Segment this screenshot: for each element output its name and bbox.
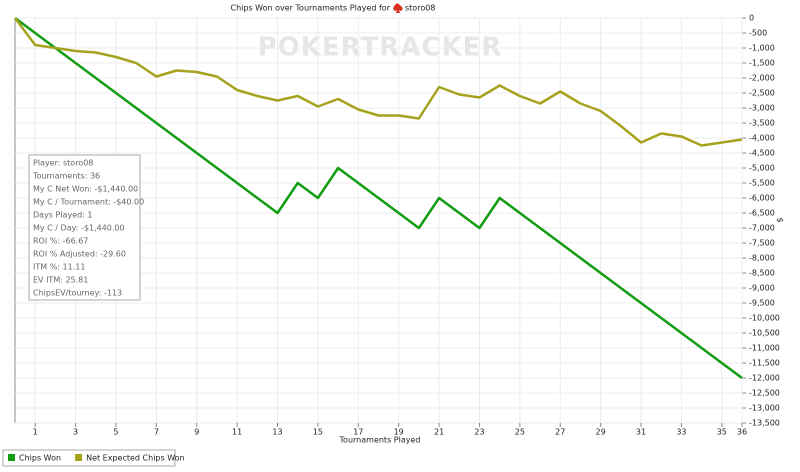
y-tick-label: -1,000 (749, 44, 775, 53)
x-tick-label: 36 (737, 428, 747, 437)
legend-box (2, 449, 176, 467)
x-tick-label: 29 (596, 428, 606, 437)
y-tick-label: -2,000 (749, 74, 775, 83)
legend-label: Chips Won (19, 454, 61, 463)
y-tick-label: -7,500 (749, 239, 775, 248)
y-tick-label: -12,500 (749, 389, 780, 398)
x-tick-label: 33 (676, 428, 686, 437)
y-tick-label: -9,000 (749, 284, 775, 293)
x-tick-label: 21 (434, 428, 444, 437)
series-line (14, 16, 743, 380)
player-name: storo08 (405, 4, 435, 13)
legend-label: Net Expected Chips Won (86, 454, 185, 463)
y-tick-label: -6,000 (749, 194, 775, 203)
y-tick-label: 0 (749, 14, 754, 23)
stats-line: Days Played: 1 (33, 211, 93, 220)
y-tick-label: -10,000 (749, 314, 780, 323)
y-tick-label: -500 (749, 29, 767, 38)
chart-title: Chips Won over Tournaments Played for (231, 4, 391, 13)
stats-line: ChipsEV/tourney: -113 (33, 289, 122, 298)
stats-line: ROI %: -66.67 (33, 237, 88, 246)
y-tick-label: -9,500 (749, 299, 775, 308)
x-tick-label: 19 (394, 428, 404, 437)
x-tick-label: 23 (474, 428, 484, 437)
stats-box (28, 154, 141, 301)
stats-line: EV ITM: 25.81 (33, 276, 88, 285)
y-tick-label: -3,500 (749, 119, 775, 128)
x-tick-label: 17 (353, 428, 363, 437)
stats-line: My C Net Won: -$1,440.00 (33, 185, 138, 194)
y-tick-label: -4,500 (749, 149, 775, 158)
x-axis-label: Tournaments Played (339, 436, 421, 445)
stats-line: Tournaments: 36 (32, 172, 100, 181)
legend-swatch (8, 454, 15, 461)
x-tick-label: 15 (313, 428, 323, 437)
y-tick-label: -7,000 (749, 224, 775, 233)
y-tick-label: -2,500 (749, 89, 775, 98)
y-tick-label: -13,000 (749, 404, 780, 413)
x-tick-label: 13 (272, 428, 282, 437)
x-tick-label: 7 (154, 428, 159, 437)
y-tick-label: -5,000 (749, 164, 775, 173)
stats-line: My C / Day: -$1,440.00 (33, 224, 125, 233)
y-tick-label: -8,500 (749, 269, 775, 278)
x-tick-label: 11 (232, 428, 242, 437)
y-tick-label: -3,000 (749, 104, 775, 113)
x-tick-label: 31 (636, 428, 646, 437)
stats-line: ROI % Adjusted: -29.60 (33, 250, 126, 259)
y-tick-label: -10,500 (749, 329, 780, 338)
stats-line: ITM %: 11.11 (33, 263, 85, 272)
y-tick-label: -12,000 (749, 374, 780, 383)
y-tick-label: -1,500 (749, 59, 775, 68)
y-tick-label: -5,500 (749, 179, 775, 188)
stats-line: My C / Tournament: -$40.00 (33, 198, 144, 207)
x-tick-label: 27 (555, 428, 565, 437)
x-tick-label: 35 (717, 428, 727, 437)
y-tick-label: -11,500 (749, 359, 780, 368)
y-tick-label: -8,000 (749, 254, 775, 263)
series-line (13, 17, 743, 147)
x-tick-label: 3 (73, 428, 78, 437)
x-tick-label: 9 (194, 428, 199, 437)
y-tick-label: -13,500 (749, 419, 780, 428)
spade-icon (393, 3, 403, 13)
y-axis-label: $ (776, 217, 785, 222)
legend-swatch (75, 454, 83, 461)
y-tick-label: -11,000 (749, 344, 780, 353)
x-tick-label: 1 (33, 428, 38, 437)
x-tick-label: 25 (515, 428, 525, 437)
x-tick-label: 5 (113, 428, 118, 437)
stats-line: Player: storo08 (33, 159, 93, 168)
y-tick-label: -6,500 (749, 209, 775, 218)
y-tick-label: -4,000 (749, 134, 775, 143)
